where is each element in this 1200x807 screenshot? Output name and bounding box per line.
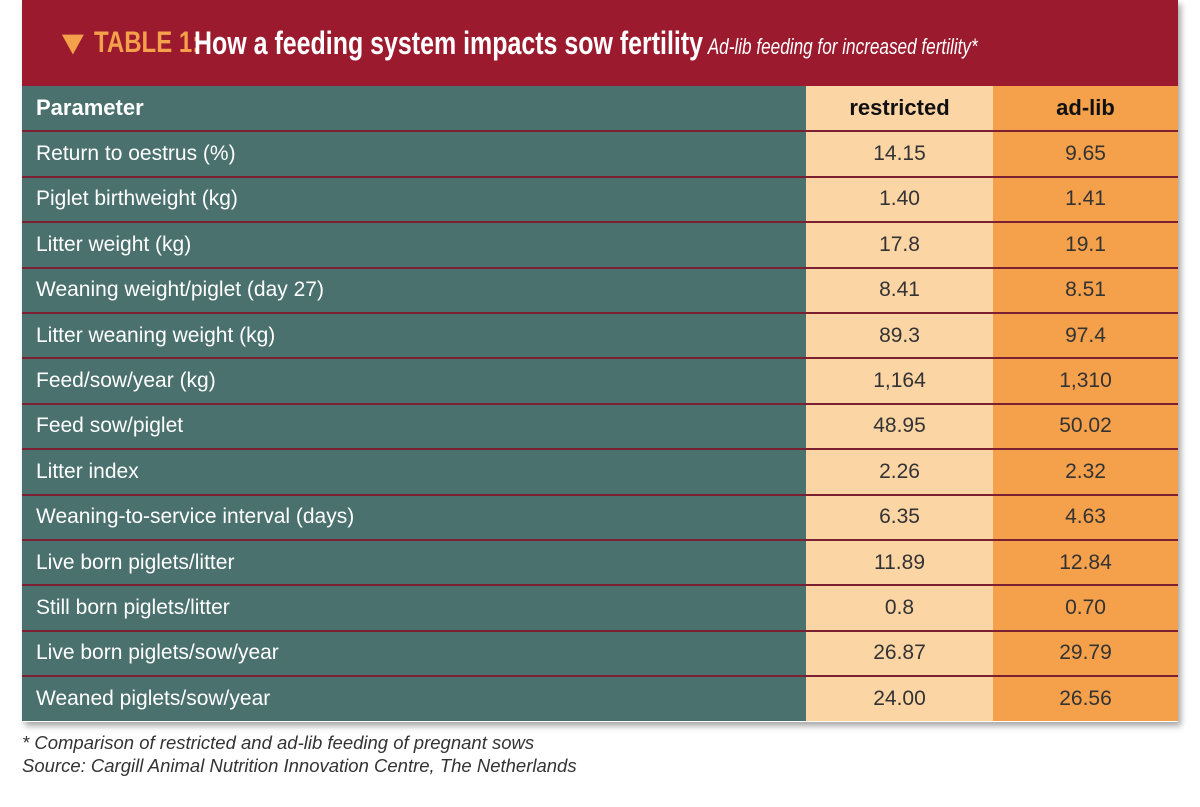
parameter-cell: Live born piglets/sow/year	[22, 630, 806, 678]
adlib-cell: 12.84	[993, 539, 1178, 587]
column-header-adlib: ad-lib	[993, 86, 1178, 133]
table-row: Litter weight (kg) 17.8 19.1	[22, 222, 1178, 269]
table-row: Still born piglets/litter 0.8 0.70	[22, 585, 1178, 632]
restricted-cell: 14.15	[806, 131, 993, 178]
parameter-cell: Still born piglets/litter	[22, 585, 806, 632]
restricted-cell: 1,164	[806, 358, 993, 405]
table-row: Litter index 2.26 2.32	[22, 449, 1178, 496]
restricted-cell: 24.00	[806, 676, 993, 722]
table-row: Feed/sow/year (kg) 1,164 1,310	[22, 358, 1178, 405]
table-title: How a feeding system impacts sow fertili…	[194, 24, 704, 61]
footnote: * Comparison of restricted and ad-lib fe…	[22, 732, 535, 753]
adlib-cell: 9.65	[993, 131, 1178, 178]
table-row: Feed sow/piglet 48.95 50.02	[22, 403, 1178, 451]
parameter-cell: Litter weight (kg)	[22, 222, 806, 269]
table-row: Weaning-to-service interval (days) 6.35 4.…	[22, 494, 1178, 541]
table-subtitle: Ad-lib feeding for increased fertility*	[708, 33, 979, 59]
parameter-cell: Live born piglets/litter	[22, 539, 806, 587]
table-row: Weaning weight/piglet (day 27) 8.41 8.51	[22, 267, 1178, 314]
source: Source: Cargill Animal Nutrition Innovat…	[22, 755, 577, 776]
parameter-cell: Feed sow/piglet	[22, 403, 806, 451]
restricted-cell: 8.41	[806, 267, 993, 314]
restricted-cell: 6.35	[806, 494, 993, 541]
restricted-cell: 11.89	[806, 539, 993, 587]
table-row: Return to oestrus (%) 14.15 9.65	[22, 131, 1178, 178]
adlib-cell: 97.4	[993, 312, 1178, 360]
table-row: Litter weaning weight (kg) 89.3 97.4	[22, 312, 1178, 360]
restricted-cell: 2.26	[806, 449, 993, 496]
parameter-cell: Weaning-to-service interval (days)	[22, 494, 806, 541]
adlib-cell: 50.02	[993, 403, 1178, 451]
table-banner: ▼ TABLE 1: How a feeding system impacts …	[22, 0, 1178, 86]
restricted-cell: 1.40	[806, 176, 993, 224]
parameter-cell: Return to oestrus (%)	[22, 131, 806, 178]
adlib-cell: 19.1	[993, 222, 1178, 269]
restricted-cell: 89.3	[806, 312, 993, 360]
parameter-cell: Litter index	[22, 449, 806, 496]
table-row: Live born piglets/litter 11.89 12.84	[22, 539, 1178, 587]
table-row: Piglet birthweight (kg) 1.40 1.41	[22, 176, 1178, 224]
adlib-cell: 29.79	[993, 630, 1178, 678]
parameter-cell: Weaning weight/piglet (day 27)	[22, 267, 806, 314]
parameter-cell: Piglet birthweight (kg)	[22, 176, 806, 224]
table-label: TABLE 1:	[93, 26, 200, 59]
table-row: Weaned piglets/sow/year 24.00 26.56	[22, 676, 1178, 722]
adlib-cell: 8.51	[993, 267, 1178, 314]
adlib-cell: 0.70	[993, 585, 1178, 632]
restricted-cell: 17.8	[806, 222, 993, 269]
data-table: Parameter restricted ad-lib Return to oe…	[22, 86, 1178, 722]
header-row: Parameter restricted ad-lib	[22, 86, 1178, 133]
adlib-cell: 2.32	[993, 449, 1178, 496]
triangle-down-icon: ▼	[54, 23, 92, 62]
notes: * Comparison of restricted and ad-lib fe…	[22, 731, 577, 777]
column-header-restricted: restricted	[806, 86, 993, 133]
column-header-parameter: Parameter	[22, 86, 806, 133]
parameter-cell: Litter weaning weight (kg)	[22, 312, 806, 360]
adlib-cell: 4.63	[993, 494, 1178, 541]
restricted-cell: 26.87	[806, 630, 993, 678]
adlib-cell: 1,310	[993, 358, 1178, 405]
restricted-cell: 0.8	[806, 585, 993, 632]
parameter-cell: Feed/sow/year (kg)	[22, 358, 806, 405]
adlib-cell: 1.41	[993, 176, 1178, 224]
adlib-cell: 26.56	[993, 676, 1178, 722]
parameter-cell: Weaned piglets/sow/year	[22, 676, 806, 722]
restricted-cell: 48.95	[806, 403, 993, 451]
table-figure: ▼ TABLE 1: How a feeding system impacts …	[22, 0, 1178, 722]
table-row: Live born piglets/sow/year 26.87 29.79	[22, 630, 1178, 678]
